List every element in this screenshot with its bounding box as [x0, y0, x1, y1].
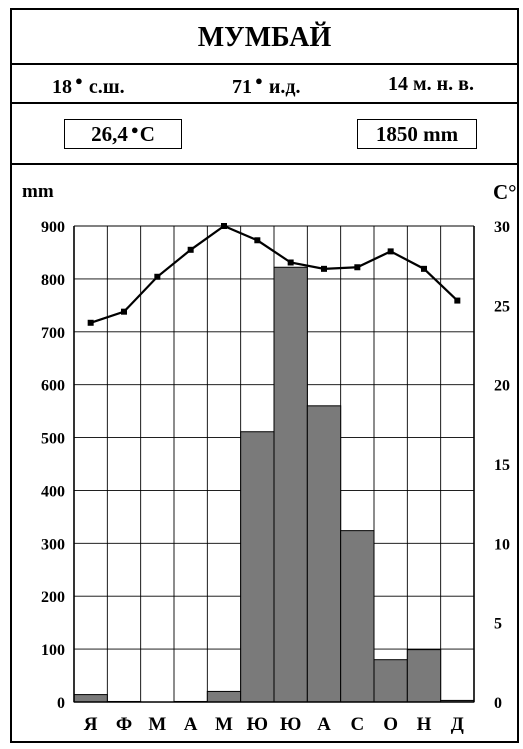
- annual-precipitation: 1850 mm: [357, 119, 477, 149]
- climograph-frame: МУМБАЙ 18 ● с.ш. 71 ● и.д. 14 м. н. в. 26,4 ●…: [10, 8, 519, 743]
- precipitation-bar: [206, 690, 242, 703]
- month-label: Я: [84, 714, 98, 735]
- temperature-point: [354, 264, 361, 271]
- left-tick-label: 800: [41, 272, 65, 289]
- right-tick-label: 0: [494, 695, 502, 712]
- right-tick-label: 25: [494, 298, 510, 315]
- temperature-point: [287, 259, 294, 266]
- left-tick-label: 0: [57, 695, 65, 712]
- left-tick-label: 400: [41, 483, 65, 500]
- divider: [12, 63, 517, 65]
- left-tick-label: 900: [41, 219, 65, 236]
- latitude-value: 18: [52, 76, 72, 98]
- latitude-unit: с.ш.: [88, 76, 125, 98]
- divider: [12, 102, 517, 104]
- month-label: Ю: [247, 714, 268, 735]
- right-tick-label: 20: [494, 378, 510, 395]
- temperature-point: [87, 319, 94, 326]
- city-title: МУМБАЙ: [197, 22, 332, 53]
- temperature-point: [121, 308, 127, 315]
- right-tick-label: 30: [494, 219, 510, 236]
- left-tick-label: 300: [41, 536, 65, 553]
- temperature-point: [254, 237, 261, 244]
- temperature-point: [321, 265, 327, 272]
- divider: [12, 163, 517, 165]
- axes: 0 100 200 300 400 500 600 700 800 900 0 5 10 15 20 25 30…: [41, 219, 510, 735]
- degree-icon: ●: [255, 73, 263, 88]
- latitude: 18 ● с.ш.: [52, 73, 125, 99]
- left-tick-label: 500: [41, 431, 65, 448]
- annual-temperature: 26,4 ●C: [64, 119, 182, 149]
- month-label: Ю: [280, 714, 301, 735]
- month-label: Н: [417, 714, 432, 735]
- longitude: 71 ● и.д.: [232, 73, 301, 99]
- precipitation-bar: [340, 530, 375, 703]
- precipitation-bar: [306, 405, 342, 703]
- longitude-unit: и.д.: [268, 76, 301, 98]
- longitude-value: 71: [232, 76, 252, 98]
- precipitation-bar: [373, 659, 408, 703]
- temperature-point: [187, 246, 194, 253]
- temperature-value: 26,4: [91, 122, 128, 146]
- temperature-point: [454, 297, 461, 304]
- precipitation-bar: [273, 266, 308, 703]
- temperature-point: [387, 248, 394, 255]
- right-tick-label: 15: [494, 457, 510, 474]
- month-label: А: [317, 714, 331, 735]
- left-tick-label: 600: [41, 378, 65, 395]
- temperature-point: [221, 223, 227, 229]
- left-tick-label: 200: [41, 589, 65, 606]
- right-tick-label: 5: [494, 616, 502, 633]
- precipitation-bar: [240, 431, 275, 703]
- month-label: М: [148, 714, 166, 735]
- right-axis-label: C°: [493, 180, 517, 204]
- temperature-point: [421, 265, 427, 272]
- temperature-line: [87, 223, 461, 326]
- precipitation-bar: [406, 649, 442, 703]
- temperature-point: [154, 273, 161, 280]
- month-label: Ф: [116, 714, 132, 735]
- left-axis-label: mm: [22, 181, 54, 202]
- left-tick-label: 700: [41, 325, 65, 342]
- temperature-unit: C: [139, 122, 155, 146]
- month-label: М: [215, 714, 233, 735]
- degree-icon: ●: [130, 122, 139, 137]
- degree-icon: ●: [75, 73, 83, 88]
- temperature-polyline: [90, 224, 459, 324]
- altitude: 14 м. н. в.: [388, 73, 474, 95]
- month-label: А: [184, 714, 198, 735]
- month-label: Д: [451, 714, 464, 735]
- left-tick-label: 100: [41, 642, 65, 659]
- month-label: О: [383, 714, 398, 735]
- month-label: С: [350, 714, 364, 735]
- right-tick-label: 10: [494, 536, 510, 553]
- precipitation-bars: [73, 266, 475, 703]
- precipitation-bar: [73, 694, 108, 703]
